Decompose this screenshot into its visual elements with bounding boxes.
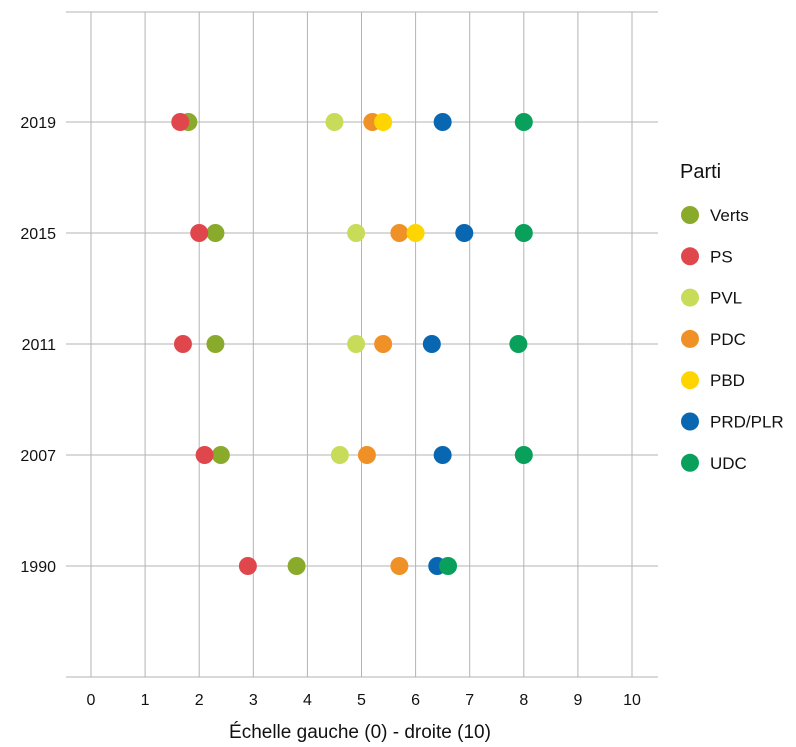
data-points (171, 113, 533, 575)
x-axis-title: Échelle gauche (0) - droite (10) (229, 722, 491, 743)
point-verts-1990 (287, 557, 306, 575)
point-udc-2011 (509, 335, 528, 353)
legend-label-pbd: PBD (710, 371, 745, 390)
y-tick-label-1990: 1990 (20, 559, 56, 576)
legend-marker-prd-plr (681, 412, 699, 431)
legend-marker-verts (681, 206, 699, 224)
point-ps-2007 (195, 446, 214, 464)
point-udc-2007 (514, 446, 533, 464)
point-prd-plr-2015 (455, 224, 474, 242)
x-tick-label-0: 0 (87, 692, 96, 709)
point-udc-1990 (439, 557, 458, 575)
y-tick-label-2007: 2007 (20, 448, 56, 465)
legend-label-ps: PS (710, 247, 733, 266)
legend-marker-pbd (681, 371, 699, 390)
point-ps-1990 (238, 557, 257, 575)
point-verts-2011 (206, 335, 225, 353)
point-ps-2011 (173, 335, 192, 353)
point-pdc-1990 (390, 557, 409, 575)
point-pdc-2015 (390, 224, 409, 242)
y-tick-label-2015: 2015 (20, 226, 56, 243)
x-tick-label-1: 1 (141, 692, 150, 709)
legend-label-pvl: PVL (710, 289, 742, 308)
x-tick-label-5: 5 (357, 692, 366, 709)
legend-marker-pdc (681, 329, 699, 348)
legend-marker-ps (681, 247, 699, 266)
x-tick-labels: 0 1 2 3 4 5 6 7 8 9 10 (87, 692, 641, 709)
legend-marker-pvl (681, 288, 699, 307)
point-pbd-2019 (374, 113, 393, 131)
point-prd-plr-2019 (433, 113, 452, 131)
point-pvl-2015 (347, 224, 366, 242)
point-udc-2015 (514, 224, 533, 242)
point-pvl-2011 (347, 335, 366, 353)
legend-label-udc: UDC (710, 454, 747, 473)
point-pbd-2015 (406, 224, 425, 242)
legend-label-pdc: PDC (710, 330, 746, 349)
point-pvl-2019 (325, 113, 344, 131)
point-udc-2019 (514, 113, 533, 131)
point-ps-2015 (190, 224, 209, 242)
x-tick-label-8: 8 (519, 692, 528, 709)
point-ps-2019 (171, 113, 190, 131)
legend-title: Parti (680, 161, 721, 183)
x-tick-label-10: 10 (623, 692, 641, 709)
x-tick-label-9: 9 (573, 692, 582, 709)
x-tick-label-4: 4 (303, 692, 312, 709)
point-pdc-2007 (357, 446, 376, 464)
legend-label-prd-plr: PRD/PLR (710, 413, 784, 432)
point-pdc-2011 (374, 335, 393, 353)
point-pvl-2007 (330, 446, 349, 464)
x-tick-label-6: 6 (411, 692, 420, 709)
point-verts-2007 (211, 446, 230, 464)
x-tick-label-3: 3 (249, 692, 258, 709)
x-tick-label-7: 7 (465, 692, 474, 709)
y-tick-labels: 2019 2015 2011 2007 1990 (20, 115, 56, 576)
point-prd-plr-2007 (433, 446, 452, 464)
y-tick-label-2011: 2011 (22, 337, 57, 354)
point-prd-plr-2011 (422, 335, 441, 353)
legend: Parti Verts PS PVL PDC PBD PRD/PLR UDC (680, 161, 784, 473)
x-tick-label-2: 2 (195, 692, 204, 709)
legend-marker-udc (681, 453, 699, 472)
y-tick-label-2019: 2019 (20, 115, 56, 132)
legend-label-verts: Verts (710, 206, 749, 225)
point-verts-2015 (206, 224, 225, 242)
